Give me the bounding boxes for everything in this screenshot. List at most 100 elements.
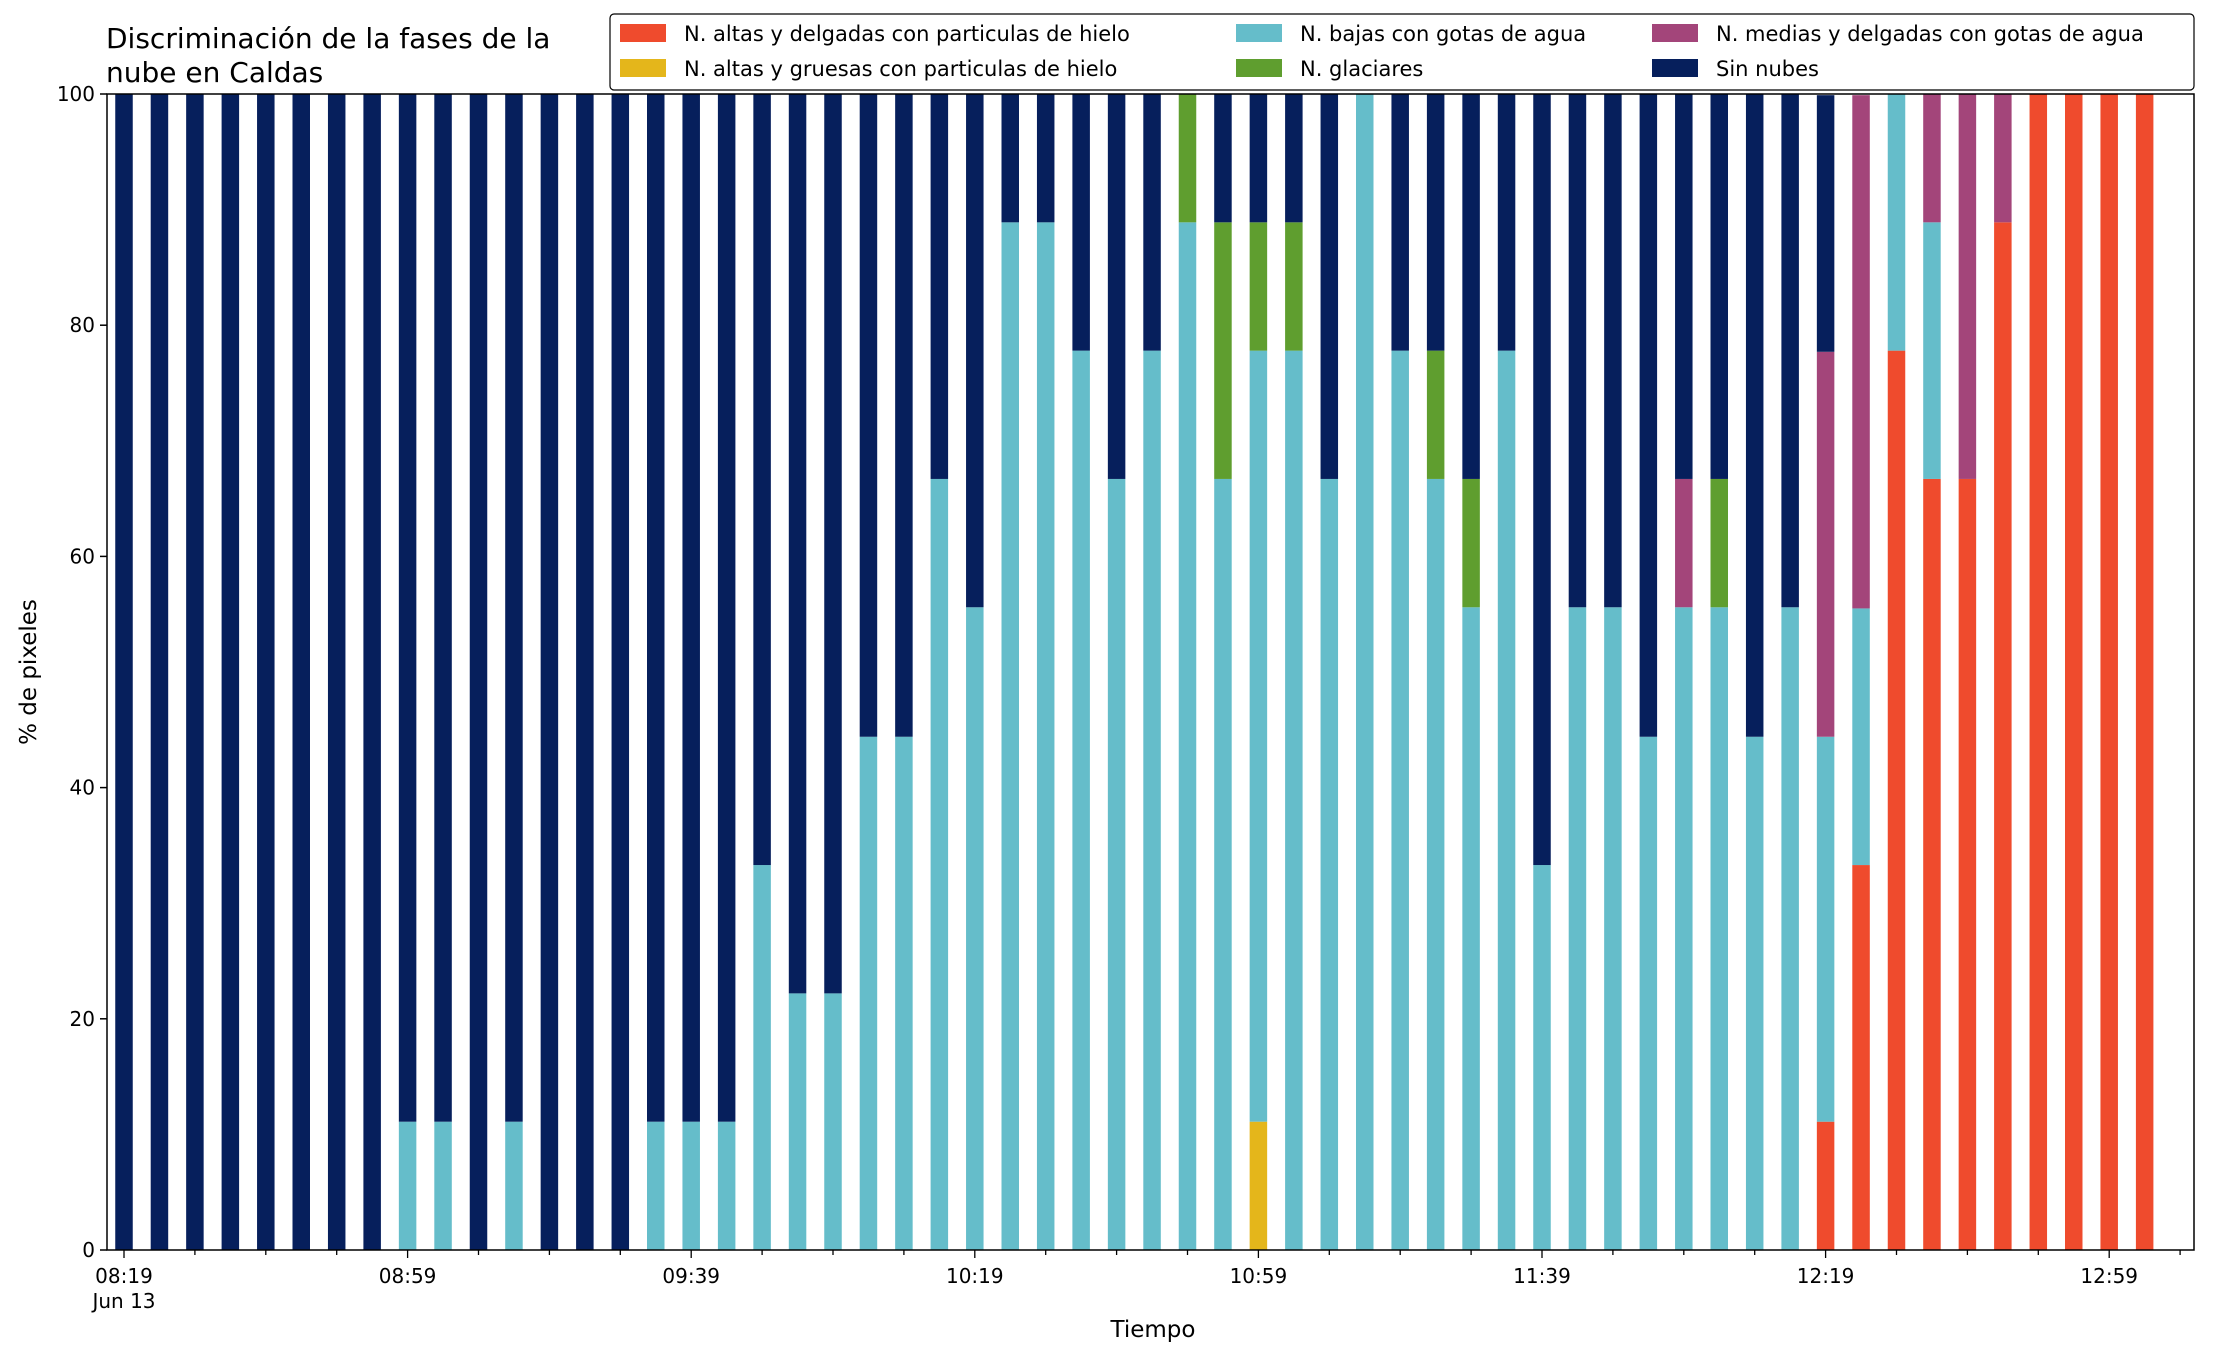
bar-segment bbox=[1072, 94, 1090, 351]
bar-segment bbox=[1852, 608, 1870, 866]
x-tick-label: 12:59 bbox=[2080, 1264, 2138, 1288]
bar-segment bbox=[1426, 350, 1445, 479]
bar-segment bbox=[930, 478, 949, 1250]
bar-segment bbox=[363, 94, 381, 1250]
bar-segment bbox=[1710, 607, 1728, 1250]
bar-segment bbox=[1958, 94, 1977, 479]
bar-segment bbox=[505, 94, 523, 1122]
bar-segment bbox=[1533, 94, 1551, 866]
bar-segment bbox=[2135, 94, 2154, 1250]
bar-segment bbox=[1887, 350, 1906, 1250]
y-tick-label: 80 bbox=[70, 313, 95, 337]
bar-segment bbox=[1816, 736, 1835, 1122]
bar-segment bbox=[1356, 94, 1374, 1250]
bar-segment bbox=[2100, 94, 2118, 1250]
bar-segment bbox=[859, 736, 878, 1250]
bar-segment bbox=[1745, 736, 1764, 1250]
bar-segment bbox=[788, 993, 807, 1250]
bar-segment bbox=[1568, 94, 1587, 608]
bar-segment bbox=[1958, 478, 1977, 1250]
y-tick-label: 20 bbox=[70, 1007, 95, 1031]
bar-segment bbox=[1675, 478, 1693, 608]
x-axis-label: Tiempo bbox=[1110, 1317, 1196, 1343]
bar-segment bbox=[1143, 350, 1161, 1250]
bar-segment bbox=[1285, 222, 1303, 351]
bar-segment bbox=[1462, 478, 1480, 608]
bar-segment bbox=[1994, 222, 2012, 1250]
bar-segment bbox=[647, 1121, 665, 1250]
bar-segment bbox=[1249, 222, 1268, 351]
bar-segment bbox=[1001, 222, 1019, 1250]
x-date-label: Jun 13 bbox=[90, 1289, 155, 1313]
bar-segment bbox=[1639, 94, 1658, 737]
bar-segment bbox=[1923, 94, 1941, 223]
bar-segment bbox=[1710, 478, 1728, 608]
legend-swatch bbox=[620, 24, 666, 42]
bar-segment bbox=[1604, 94, 1622, 608]
legend-frame bbox=[609, 13, 2195, 91]
bar-segment bbox=[1462, 94, 1480, 479]
bar-segment bbox=[540, 94, 559, 1250]
legend-swatch bbox=[620, 59, 666, 77]
legend-swatch bbox=[1652, 24, 1698, 42]
legend-label: Sin nubes bbox=[1716, 57, 1819, 81]
bar-segment bbox=[1001, 94, 1019, 223]
bar-segment bbox=[1816, 1121, 1835, 1250]
bar-segment bbox=[753, 94, 771, 866]
bar-segment bbox=[1852, 865, 1870, 1250]
bar-segment bbox=[1036, 94, 1055, 223]
bar-segment bbox=[1923, 478, 1941, 1250]
bar-segment bbox=[292, 94, 310, 1250]
bar-segment bbox=[1497, 94, 1516, 351]
x-tick-label: 10:59 bbox=[1230, 1264, 1288, 1288]
legend-swatch bbox=[1236, 24, 1282, 42]
bar-segment bbox=[1781, 607, 1799, 1250]
y-axis-label: % de pixeles bbox=[16, 599, 42, 745]
bar-segment bbox=[1214, 478, 1232, 1250]
bar-segment bbox=[398, 1121, 417, 1250]
bar-segment bbox=[717, 94, 736, 1122]
bar-segment bbox=[753, 865, 771, 1250]
bar-segment bbox=[717, 1121, 736, 1250]
bar-segment bbox=[434, 94, 452, 1122]
x-tick-label: 08:59 bbox=[379, 1264, 437, 1288]
bar-segment bbox=[1426, 478, 1445, 1250]
chart-title: Discriminación de la fases de la nube en… bbox=[106, 22, 551, 89]
bar-segment bbox=[682, 1121, 700, 1250]
bar-segment bbox=[1285, 94, 1303, 223]
bar-segment bbox=[1745, 94, 1764, 737]
bar-segment bbox=[1816, 351, 1835, 737]
legend-label: N. glaciares bbox=[1300, 57, 1423, 81]
bar-segment bbox=[221, 94, 240, 1250]
bar-segment bbox=[788, 94, 807, 994]
bar-segment bbox=[966, 607, 984, 1250]
x-axis: 08:19 08:59 09:39 10:19 10:59 11:39 12:19 12:59… bbox=[90, 1250, 2181, 1313]
bar-segment bbox=[1675, 607, 1693, 1250]
bar-segment bbox=[327, 94, 346, 1250]
bar-segment bbox=[824, 993, 842, 1250]
bar-segment bbox=[505, 1121, 523, 1250]
bar-segment bbox=[186, 94, 204, 1250]
bar-segment bbox=[1072, 350, 1090, 1250]
bar-segment bbox=[1816, 95, 1835, 352]
x-tick-label: 10:19 bbox=[946, 1264, 1004, 1288]
bar-segment bbox=[150, 94, 169, 1250]
bar-segment bbox=[1639, 736, 1658, 1250]
legend-swatch bbox=[1236, 59, 1282, 77]
bar-segment bbox=[966, 94, 984, 608]
bar-segment bbox=[1285, 350, 1303, 1250]
bar-segment bbox=[682, 94, 700, 1122]
bar-segment bbox=[611, 94, 630, 1250]
x-tick-label: 08:19 bbox=[95, 1264, 153, 1288]
y-tick-label: 0 bbox=[82, 1238, 95, 1262]
bar-segment bbox=[1320, 94, 1339, 479]
bar-segment bbox=[1107, 94, 1126, 479]
legend-label: N. altas y gruesas con particulas de hie… bbox=[684, 57, 1117, 81]
bar-segment bbox=[1994, 94, 2012, 223]
bar-segment bbox=[1391, 350, 1409, 1250]
bar-segment bbox=[1249, 1121, 1268, 1250]
bar-segment bbox=[1391, 94, 1409, 351]
bar-segment bbox=[1214, 94, 1232, 223]
bar-segment bbox=[1249, 94, 1268, 223]
